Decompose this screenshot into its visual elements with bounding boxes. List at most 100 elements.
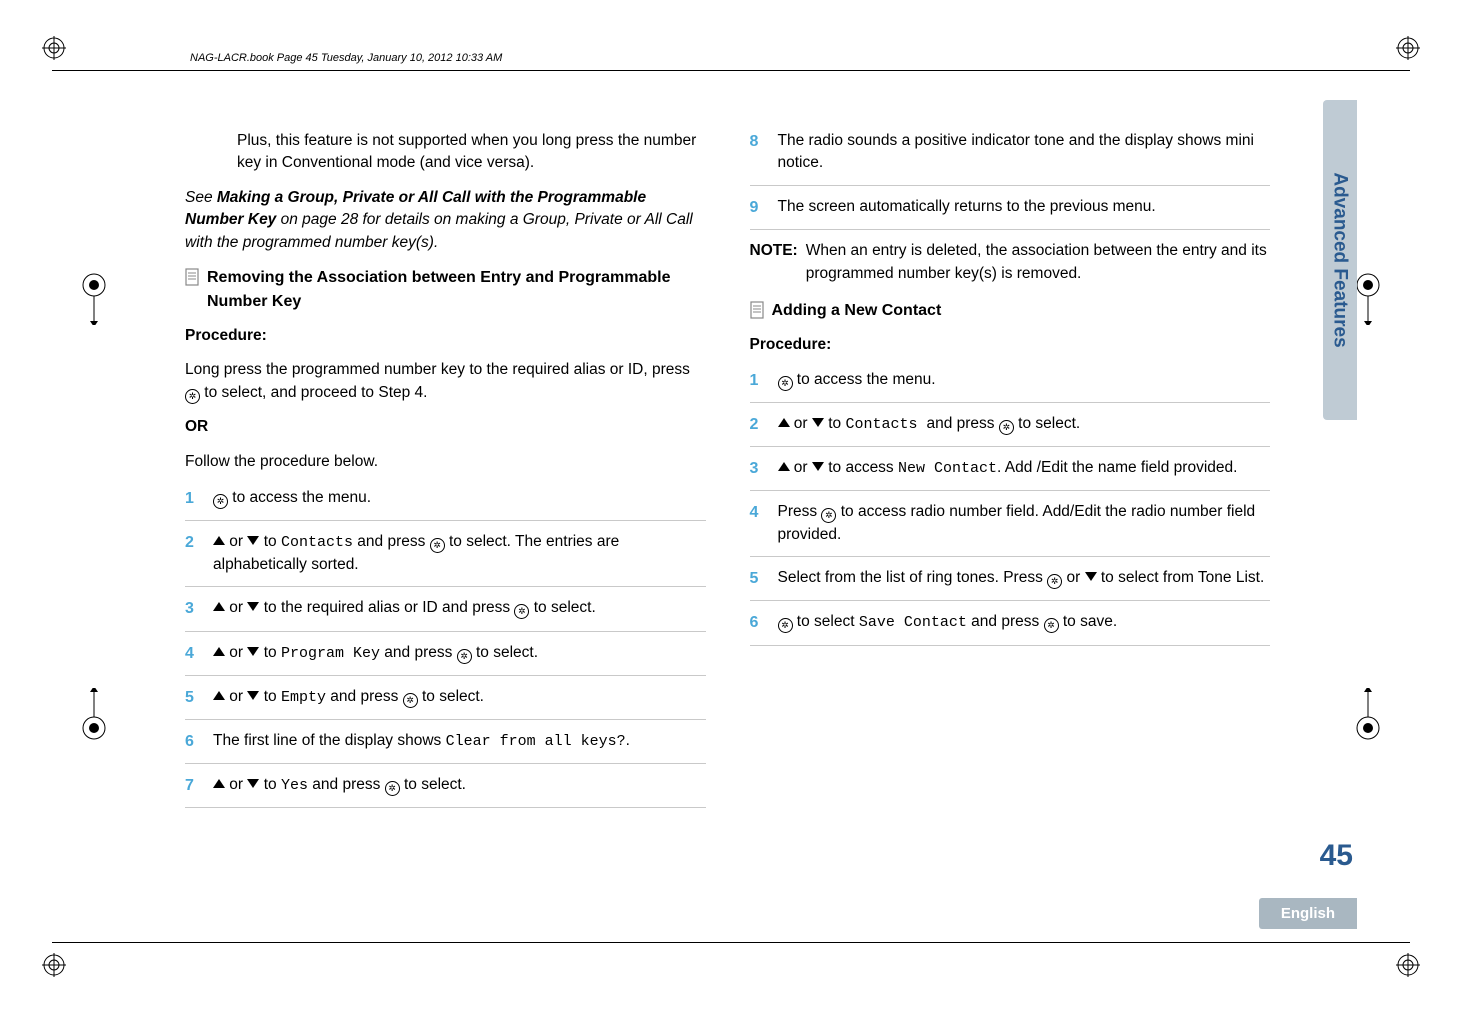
step-body: ✲ to select Save Contact and press ✲ to … [778,611,1271,634]
step-body: or to Empty and press ✲ to select. [213,686,706,709]
step-number: 7 [185,774,199,797]
step-number: 1 [185,487,199,510]
section-heading: Removing the Association between Entry a… [185,266,706,312]
step-row: 6 The first line of the display shows Cl… [185,730,706,764]
see-reference: See Making a Group, Private or All Call … [185,187,706,254]
ok-button-icon: ✲ [821,508,836,523]
step-row: 4 or to Program Key and press ✲ to selec… [185,642,706,676]
procedure-label: Procedure: [185,325,706,347]
up-arrow-icon [213,602,225,611]
step-body: The screen automatically returns to the … [778,196,1271,218]
step-row: 3 or to access New Contact. Add /Edit th… [750,457,1271,491]
language-label: English [1259,898,1357,929]
content-area: Plus, this feature is not supported when… [185,130,1270,818]
ok-button-icon: ✲ [385,781,400,796]
registration-mark [1396,953,1420,977]
ok-button-icon: ✲ [403,693,418,708]
right-column: 8 The radio sounds a positive indicator … [750,130,1271,818]
ok-button-icon: ✲ [514,604,529,619]
down-arrow-icon [812,418,824,427]
crop-line-bottom [52,942,1410,943]
step-body: Press ✲ to access radio number field. Ad… [778,501,1271,546]
ok-button-icon: ✲ [1044,618,1059,633]
step-body: or to access New Contact. Add /Edit the … [778,457,1271,480]
up-arrow-icon [213,536,225,545]
side-tab-label: Advanced Features [1329,172,1351,347]
step-body: The first line of the display shows Clea… [213,730,706,753]
step-number: 6 [750,611,764,634]
step-number: 4 [750,501,764,524]
spine-mark [74,688,114,748]
section-title: Adding a New Contact [772,299,942,322]
step-body: or to Contacts and press ✲ to select. Th… [213,531,706,576]
down-arrow-icon [812,462,824,471]
intro-text-2: Follow the procedure below. [185,451,706,473]
step-row: 8 The radio sounds a positive indicator … [750,130,1271,186]
step-number: 1 [750,369,764,392]
header-text: NAG-LACR.book Page 45 Tuesday, January 1… [190,52,502,64]
step-body: Select from the list of ring tones. Pres… [778,567,1271,589]
ok-button-icon: ✲ [430,538,445,553]
step-body: or to Yes and press ✲ to select. [213,774,706,797]
registration-mark [42,953,66,977]
note-label: NOTE: [750,240,798,285]
step-row: 2 or to Contacts and press ✲ to select. [750,413,1271,447]
step-row: 1 ✲ to access the menu. [185,487,706,521]
step-row: 5 or to Empty and press ✲ to select. [185,686,706,720]
down-arrow-icon [247,779,259,788]
procedure-label: Procedure: [750,334,1271,356]
step-row: 3 or to the required alias or ID and pre… [185,597,706,631]
step-number: 3 [185,597,199,620]
ok-button-icon: ✲ [1047,574,1062,589]
step-number: 2 [185,531,199,554]
registration-mark [42,36,66,60]
down-arrow-icon [1085,572,1097,581]
step-body: or to Program Key and press ✲ to select. [213,642,706,665]
step-number: 9 [750,196,764,219]
step-row: 9 The screen automatically returns to th… [750,196,1271,230]
up-arrow-icon [778,462,790,471]
note-block: NOTE: When an entry is deleted, the asso… [750,240,1271,285]
section-heading: Adding a New Contact [750,299,1271,322]
step-body: The radio sounds a positive indicator to… [778,130,1271,175]
step-row: 4 Press ✲ to access radio number field. … [750,501,1271,557]
step-body: ✲ to access the menu. [213,487,706,509]
down-arrow-icon [247,647,259,656]
document-icon [185,268,199,286]
registration-mark [1396,36,1420,60]
down-arrow-icon [247,602,259,611]
document-icon [750,301,764,319]
up-arrow-icon [213,647,225,656]
section-title: Removing the Association between Entry a… [207,266,706,312]
or-label: OR [185,416,706,438]
step-row: 7 or to Yes and press ✲ to select. [185,774,706,808]
step-row: 1 ✲ to access the menu. [750,369,1271,403]
step-number: 3 [750,457,764,480]
note-body: When an entry is deleted, the associatio… [806,240,1270,285]
ok-button-icon: ✲ [457,649,472,664]
step-number: 2 [750,413,764,436]
step-number: 8 [750,130,764,153]
step-row: 2 or to Contacts and press ✲ to select. … [185,531,706,587]
step-number: 5 [185,686,199,709]
spine-mark [74,265,114,325]
ok-button-icon: ✲ [999,420,1014,435]
step-body: or to the required alias or ID and press… [213,597,706,619]
up-arrow-icon [213,691,225,700]
page-number: 45 [1320,839,1353,873]
step-row: 5 Select from the list of ring tones. Pr… [750,567,1271,601]
step-number: 4 [185,642,199,665]
left-column: Plus, this feature is not supported when… [185,130,706,818]
step-number: 5 [750,567,764,590]
step-body: or to Contacts and press ✲ to select. [778,413,1271,436]
step-row: 6 ✲ to select Save Contact and press ✲ t… [750,611,1271,645]
step-body: ✲ to access the menu. [778,369,1271,391]
side-tab: Advanced Features [1323,100,1357,420]
up-arrow-icon [213,779,225,788]
crop-line-top [52,70,1410,71]
up-arrow-icon [778,418,790,427]
intro-text: Long press the programmed number key to … [185,359,706,404]
ok-button-icon: ✲ [778,376,793,391]
spine-mark [1348,688,1388,748]
note-text: Plus, this feature is not supported when… [237,130,706,175]
